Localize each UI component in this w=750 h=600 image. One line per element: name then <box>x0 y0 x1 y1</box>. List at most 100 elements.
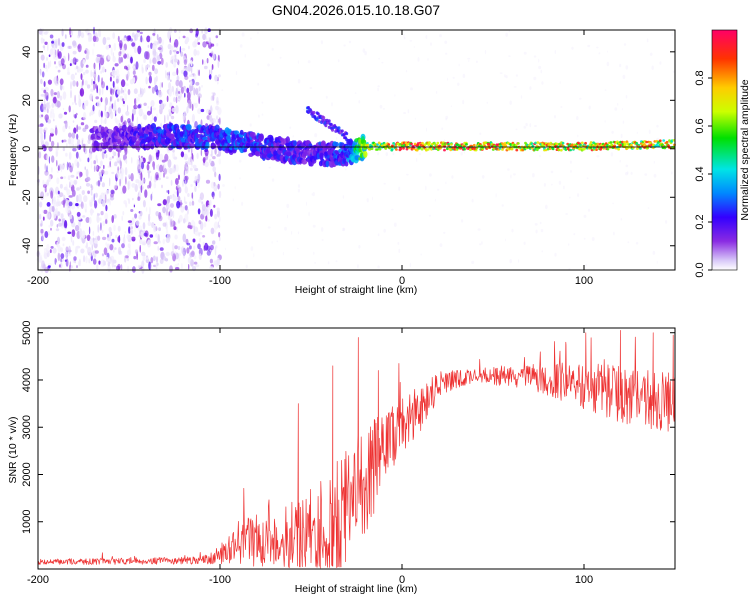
snr-xlabel: Height of straight line (km) <box>295 583 418 595</box>
colorbar-tick-label: 0.2 <box>694 214 706 229</box>
noise-speckle <box>150 262 152 272</box>
noise-speckle <box>57 244 61 253</box>
noise-speckle <box>391 208 394 211</box>
noise-speckle <box>88 152 93 160</box>
noise-speckle <box>135 96 139 104</box>
noise-speckle <box>554 115 556 119</box>
noise-speckle <box>191 200 195 206</box>
noise-speckle <box>96 100 101 108</box>
noise-speckle <box>82 59 86 65</box>
signal-mark <box>569 148 572 152</box>
noise-speckle <box>505 75 508 79</box>
colorbar-tick-label: 0.0 <box>694 262 706 277</box>
noise-speckle <box>91 196 93 204</box>
noise-speckle <box>98 109 101 118</box>
noise-speckle <box>210 43 215 47</box>
noise-speckle <box>182 233 187 243</box>
signal-mark <box>420 147 424 151</box>
noise-speckle <box>484 49 487 55</box>
noise-speckle <box>617 102 619 106</box>
noise-speckle <box>161 39 164 46</box>
noise-speckle <box>72 42 77 48</box>
noise-speckle <box>47 263 52 266</box>
noise-speckle <box>342 195 345 199</box>
noise-speckle <box>155 233 158 238</box>
noise-speckle <box>577 134 579 138</box>
noise-speckle <box>107 53 110 59</box>
noise-speckle <box>189 245 192 250</box>
noise-speckle <box>56 241 59 248</box>
noise-speckle <box>79 232 82 241</box>
noise-speckle <box>451 175 454 179</box>
noise-speckle <box>257 82 260 86</box>
noise-speckle <box>362 48 366 53</box>
noise-speckle <box>44 248 47 251</box>
noise-speckle <box>134 33 138 41</box>
noise-speckle <box>122 185 127 194</box>
noise-speckle <box>289 126 292 129</box>
signal-mark <box>517 142 520 145</box>
noise-speckle <box>385 152 388 157</box>
noise-speckle <box>184 75 189 81</box>
noise-speckle <box>80 90 82 96</box>
noise-speckle <box>69 27 72 36</box>
noise-speckle <box>127 70 130 78</box>
spectrogram-xtick-label: -200 <box>27 275 49 287</box>
noise-speckle <box>89 199 92 205</box>
noise-speckle <box>68 162 72 168</box>
noise-speckle <box>60 253 65 259</box>
noise-speckle <box>515 74 519 77</box>
noise-speckle <box>51 167 53 173</box>
noise-speckle <box>77 260 81 267</box>
noise-speckle <box>203 222 207 228</box>
snr-ytick-label: 5000 <box>21 320 33 344</box>
noise-speckle <box>134 213 138 219</box>
noise-speckle <box>479 132 482 135</box>
noise-speckle <box>139 244 141 253</box>
noise-speckle <box>65 152 68 157</box>
noise-speckle <box>51 205 55 213</box>
noise-speckle <box>550 170 554 174</box>
noise-speckle <box>149 234 154 238</box>
noise-speckle <box>60 213 64 220</box>
noise-speckle <box>213 260 218 266</box>
colorbar: 0.0 0.2 0.4 0.6 0.8 Normalized spectral ampl… <box>694 29 750 278</box>
signal-mark <box>544 148 548 152</box>
noise-speckle <box>127 181 130 191</box>
noise-speckle <box>172 151 176 159</box>
noise-speckle <box>92 35 97 42</box>
noise-speckle <box>232 198 234 202</box>
noise-speckle <box>426 127 427 132</box>
noise-speckle <box>58 51 62 59</box>
noise-speckle <box>99 63 101 71</box>
noise-speckle <box>109 244 114 251</box>
noise-speckle <box>169 218 174 227</box>
signal-mark <box>472 143 476 147</box>
noise-speckle <box>153 77 157 86</box>
noise-speckle <box>336 137 338 140</box>
noise-speckle <box>75 65 79 70</box>
noise-speckle <box>49 60 52 68</box>
noise-speckle <box>653 173 657 178</box>
noise-speckle <box>87 246 92 256</box>
noise-speckle <box>134 98 137 106</box>
noise-speckle <box>207 204 211 211</box>
colorbar-ticks: 0.0 0.2 0.4 0.6 0.8 <box>694 70 712 278</box>
noise-speckle <box>210 227 215 235</box>
noise-speckle <box>209 266 214 269</box>
noise-speckle <box>116 98 120 102</box>
noise-speckle <box>166 114 169 120</box>
noise-speckle <box>203 65 208 70</box>
noise-speckle <box>68 125 71 130</box>
noise-speckle <box>596 155 600 158</box>
noise-speckle <box>604 120 606 123</box>
noise-speckle <box>105 200 109 204</box>
noise-speckle <box>137 227 140 231</box>
noise-speckle <box>122 89 125 93</box>
noise-speckle <box>56 91 61 99</box>
noise-speckle <box>138 155 140 159</box>
noise-speckle <box>583 237 586 240</box>
noise-speckle <box>586 177 589 180</box>
noise-speckle <box>587 44 591 48</box>
